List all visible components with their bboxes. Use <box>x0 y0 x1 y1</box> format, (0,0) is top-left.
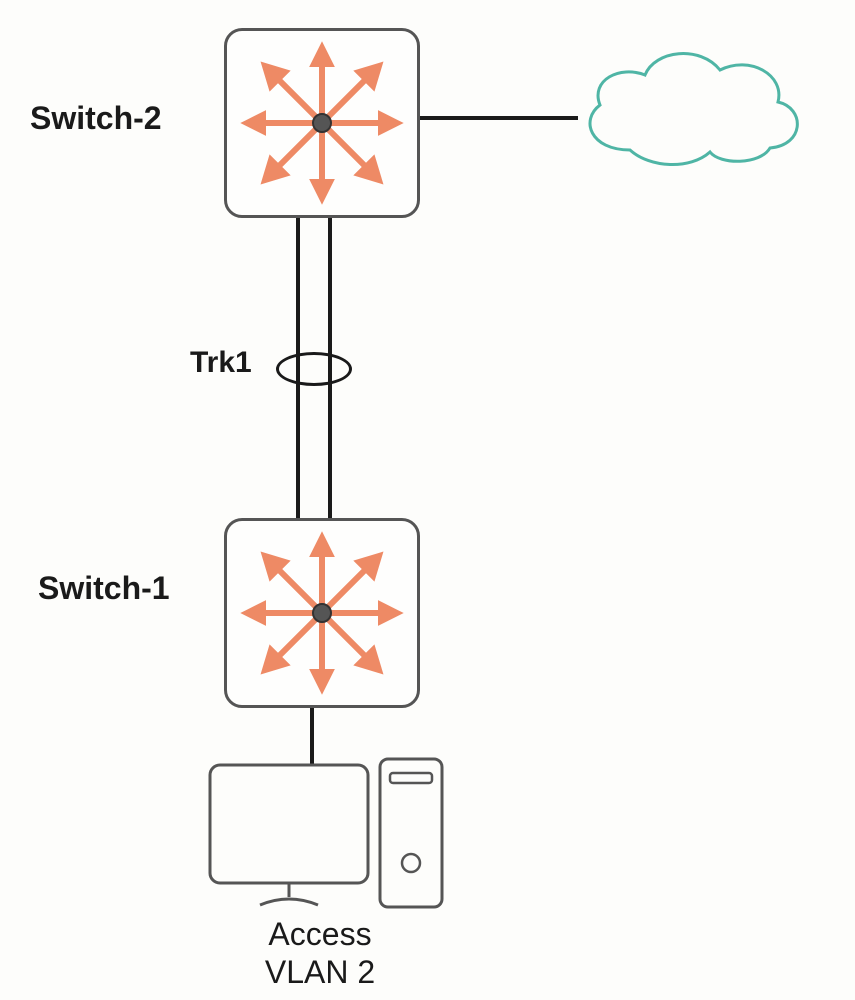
pc-icon <box>200 755 460 920</box>
cloud-icon <box>560 30 820 180</box>
switch2-node <box>224 28 420 218</box>
switch1-label: Switch-1 <box>38 570 170 607</box>
switch2-label: Switch-2 <box>30 100 162 137</box>
trunk-ring-icon <box>276 352 352 386</box>
access-label-line1: Access <box>190 916 450 953</box>
link-switch2-cloud <box>420 116 578 120</box>
access-label-line2: VLAN 2 <box>190 954 450 991</box>
trunk-label: Trk1 <box>190 346 252 380</box>
switch-arrows-icon <box>237 38 407 208</box>
switch1-node <box>224 518 420 708</box>
switch-arrows-icon <box>237 528 407 698</box>
